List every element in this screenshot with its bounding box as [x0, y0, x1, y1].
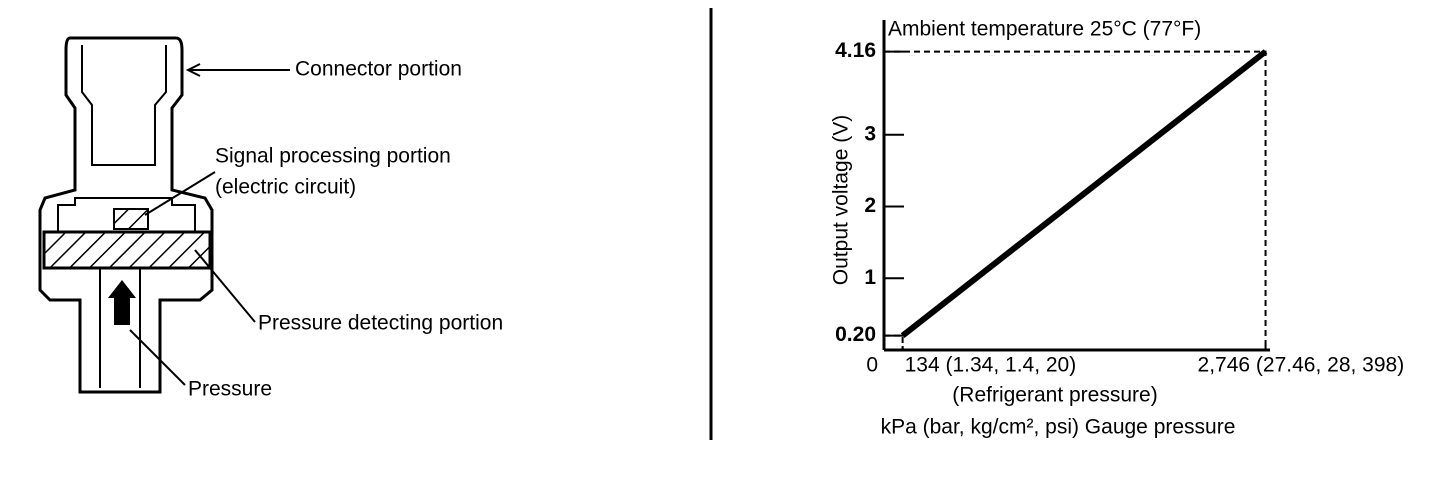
reference-line	[884, 50, 1267, 350]
x-tick-label: 134 (1.34, 1.4, 20)	[905, 354, 1077, 377]
x-tick-label: 0	[866, 354, 878, 377]
y-tick-label: 4.16	[835, 39, 876, 62]
label: Pressure detecting portion	[258, 312, 503, 335]
label: (electric circuit)	[215, 176, 356, 199]
y-tick-label: 1	[864, 266, 876, 289]
reference-line	[884, 334, 904, 350]
chart-title: Ambient temperature 25°C (77°F)	[888, 18, 1201, 41]
y-tick-label: 0.20	[835, 323, 876, 346]
y-tick-label: 3	[864, 122, 876, 145]
sensor-drawing	[38, 36, 290, 394]
data-line	[900, 49, 1268, 339]
label: Pressure	[188, 378, 272, 401]
chart: Ambient temperature 25°C (77°F) Output v…	[830, 18, 1405, 439]
label: Connector portion	[295, 58, 462, 81]
x-axis-label: (Refrigerant pressure)	[952, 384, 1157, 407]
x-tick-label: 2,746 (27.46, 28, 398)	[1198, 354, 1405, 377]
y-tick-label: 2	[864, 194, 876, 217]
y-axis-label: Output voltage (V)	[830, 115, 853, 285]
x-unit-label: kPa (bar, kg/cm², psi) Gauge pressure	[881, 416, 1236, 439]
label: Signal processing portion	[215, 145, 451, 168]
